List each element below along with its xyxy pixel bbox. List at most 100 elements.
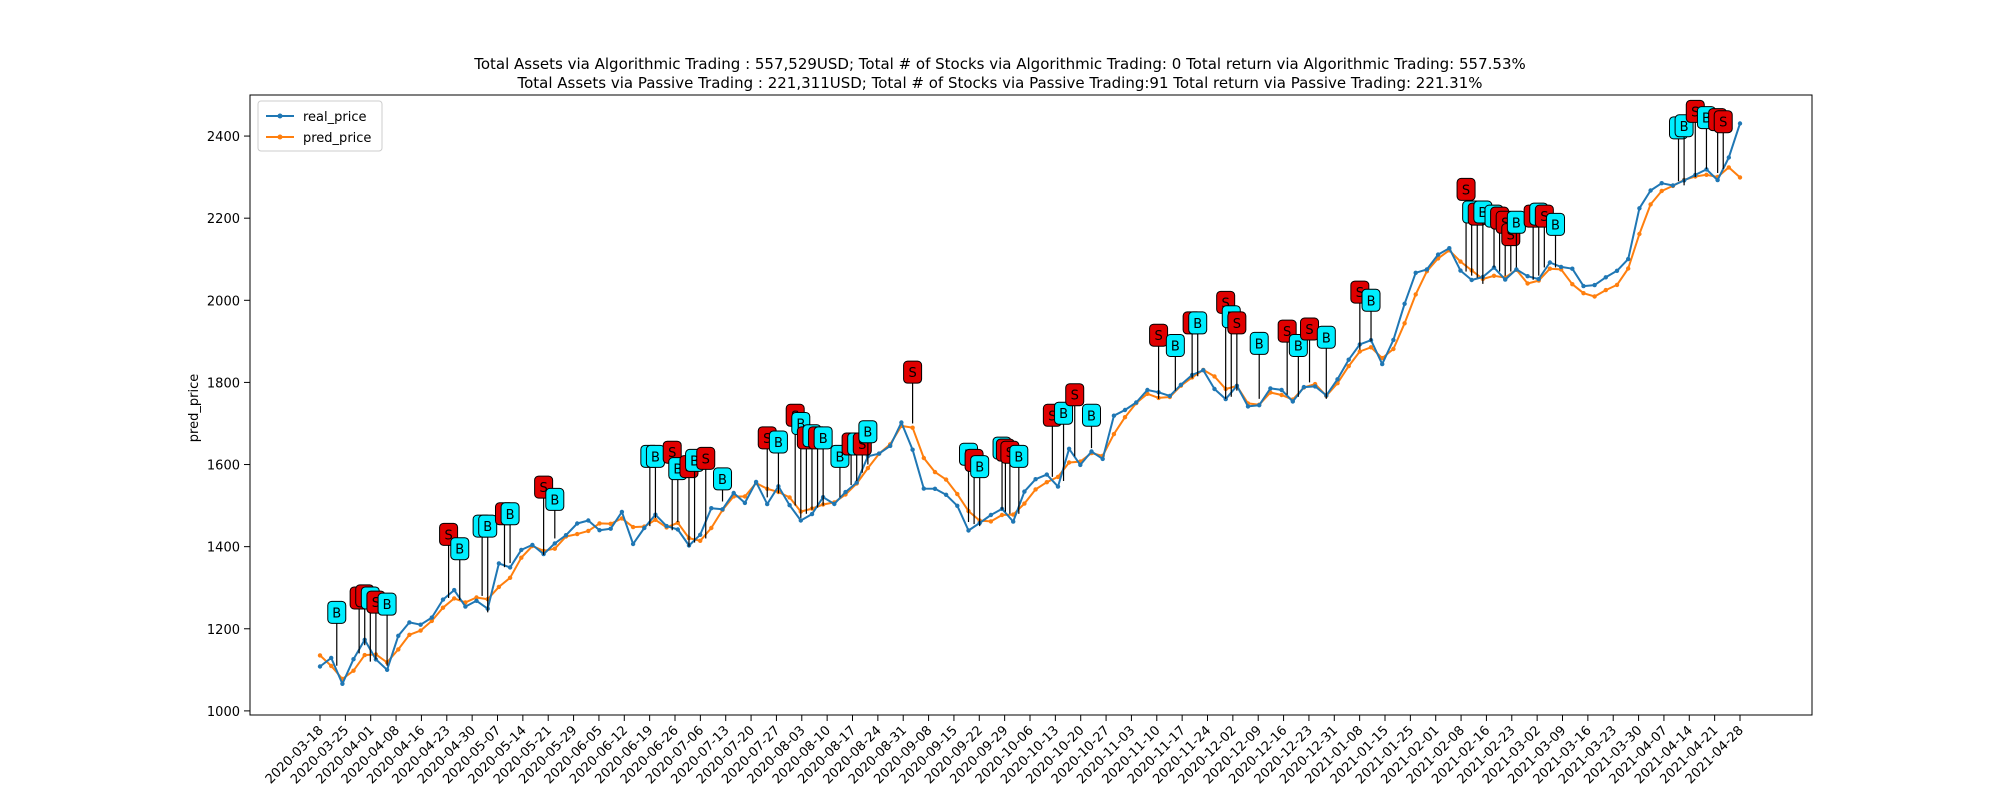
real-price-point (1491, 265, 1497, 270)
sell-marker: S (1149, 323, 1169, 347)
pred-price-point (1626, 266, 1631, 271)
real-price-point (1301, 384, 1307, 390)
pred-price-point (552, 546, 557, 551)
real-price-point (1279, 387, 1284, 393)
marker-label: B (550, 493, 559, 508)
pred-price-point (1380, 355, 1385, 361)
plot-frame (249, 94, 1813, 716)
real-price-point (1167, 393, 1173, 399)
real-price-point (731, 490, 736, 496)
pred-price-point (1111, 431, 1117, 437)
real-price-point (329, 655, 334, 661)
pred-price-point (317, 653, 323, 658)
real-price-point (563, 533, 569, 538)
y-tick-label: 1800 (207, 376, 240, 391)
buy-marker: B (1009, 444, 1029, 468)
real-price-point (876, 451, 882, 456)
marker-box (1316, 325, 1336, 349)
pred-price-point (1581, 291, 1586, 296)
real-price-point (630, 541, 636, 547)
legend: real_price pred_price (257, 100, 383, 152)
real-price-point (1614, 268, 1620, 273)
real-price-point (1402, 301, 1407, 306)
pred-price-point (418, 628, 423, 633)
real-price-point (440, 597, 446, 602)
marker-box (1054, 401, 1074, 425)
real-price-point (1391, 337, 1396, 343)
pred-price-point (1391, 346, 1396, 352)
marker-box (1009, 444, 1029, 468)
real-price-point (1089, 449, 1094, 454)
axes-frame-group (249, 94, 1813, 716)
pred-price-point (910, 425, 915, 430)
pred-price-point (474, 595, 479, 600)
marker-box (377, 592, 397, 616)
real-price-point (1659, 181, 1664, 186)
pred-price-point (507, 575, 513, 580)
real-price-point (1503, 277, 1508, 282)
pred-price-point (1055, 474, 1061, 480)
real-price-point (720, 507, 725, 512)
pred-price-point (1458, 259, 1463, 264)
real-price-point (932, 486, 938, 491)
marker-label: B (835, 450, 844, 465)
real-price-point (765, 501, 770, 507)
real-price-point (1145, 387, 1150, 393)
legend-real-label: real_price (303, 110, 367, 125)
real-price-point (1603, 275, 1609, 280)
marker-label: B (690, 454, 699, 469)
real-price-point (619, 509, 625, 515)
marker-box (1065, 383, 1085, 407)
pred-price-point (496, 584, 502, 590)
real-price-point (1312, 384, 1318, 389)
marker-label: S (539, 481, 547, 496)
marker-label: S (372, 596, 380, 611)
real-price-point (709, 506, 714, 511)
real-price-point (474, 598, 479, 603)
marker-label: S (1691, 105, 1699, 120)
marker-label: S (1048, 409, 1056, 424)
buy-marker: B (450, 537, 470, 561)
pred-price-point (1368, 345, 1374, 350)
pred-price-point (519, 555, 524, 560)
marker-label: B (1294, 339, 1303, 354)
sell-marker: S (903, 360, 923, 384)
y-axis-label: pred_price (187, 374, 202, 442)
marker-label: B (1478, 206, 1487, 221)
pred-price-point (1704, 172, 1709, 177)
pred-price-point (1279, 392, 1284, 398)
real-price-point (1547, 260, 1553, 265)
marker-label: S (1071, 389, 1079, 404)
pred-price-point (1212, 374, 1217, 379)
real-price-point (1525, 274, 1530, 279)
pred-price-point (1726, 165, 1732, 170)
real-price-point (530, 542, 535, 548)
buy-marker: B (858, 420, 878, 444)
marker-box (1249, 331, 1269, 355)
real-price-point (955, 503, 960, 508)
sell-marker: S (1065, 383, 1085, 407)
marker-label: B (718, 473, 727, 488)
marker-box (858, 420, 878, 444)
marker-label: S (1154, 329, 1162, 344)
marker-label: S (763, 432, 771, 447)
marker-label: B (673, 463, 682, 478)
marker-label: S (858, 438, 866, 453)
buy-marker: B (377, 592, 397, 616)
marker-label: S (1540, 210, 1548, 225)
real-price-point (1044, 472, 1050, 477)
pred-price-point (429, 618, 434, 624)
pred-price-point (1648, 202, 1653, 207)
pred-price-point (787, 495, 792, 500)
marker-label: S (1283, 325, 1291, 340)
real-price-point (317, 664, 323, 669)
real-price-point (1134, 400, 1139, 405)
pred-price-point (1346, 363, 1351, 369)
real-price-point (463, 604, 468, 609)
real-price-point (1223, 396, 1228, 402)
pred-price-point (597, 521, 602, 526)
buy-marker: B (1506, 210, 1526, 234)
marker-label: B (819, 432, 828, 447)
pred-price-point (742, 494, 748, 499)
real-price-point (843, 489, 848, 495)
